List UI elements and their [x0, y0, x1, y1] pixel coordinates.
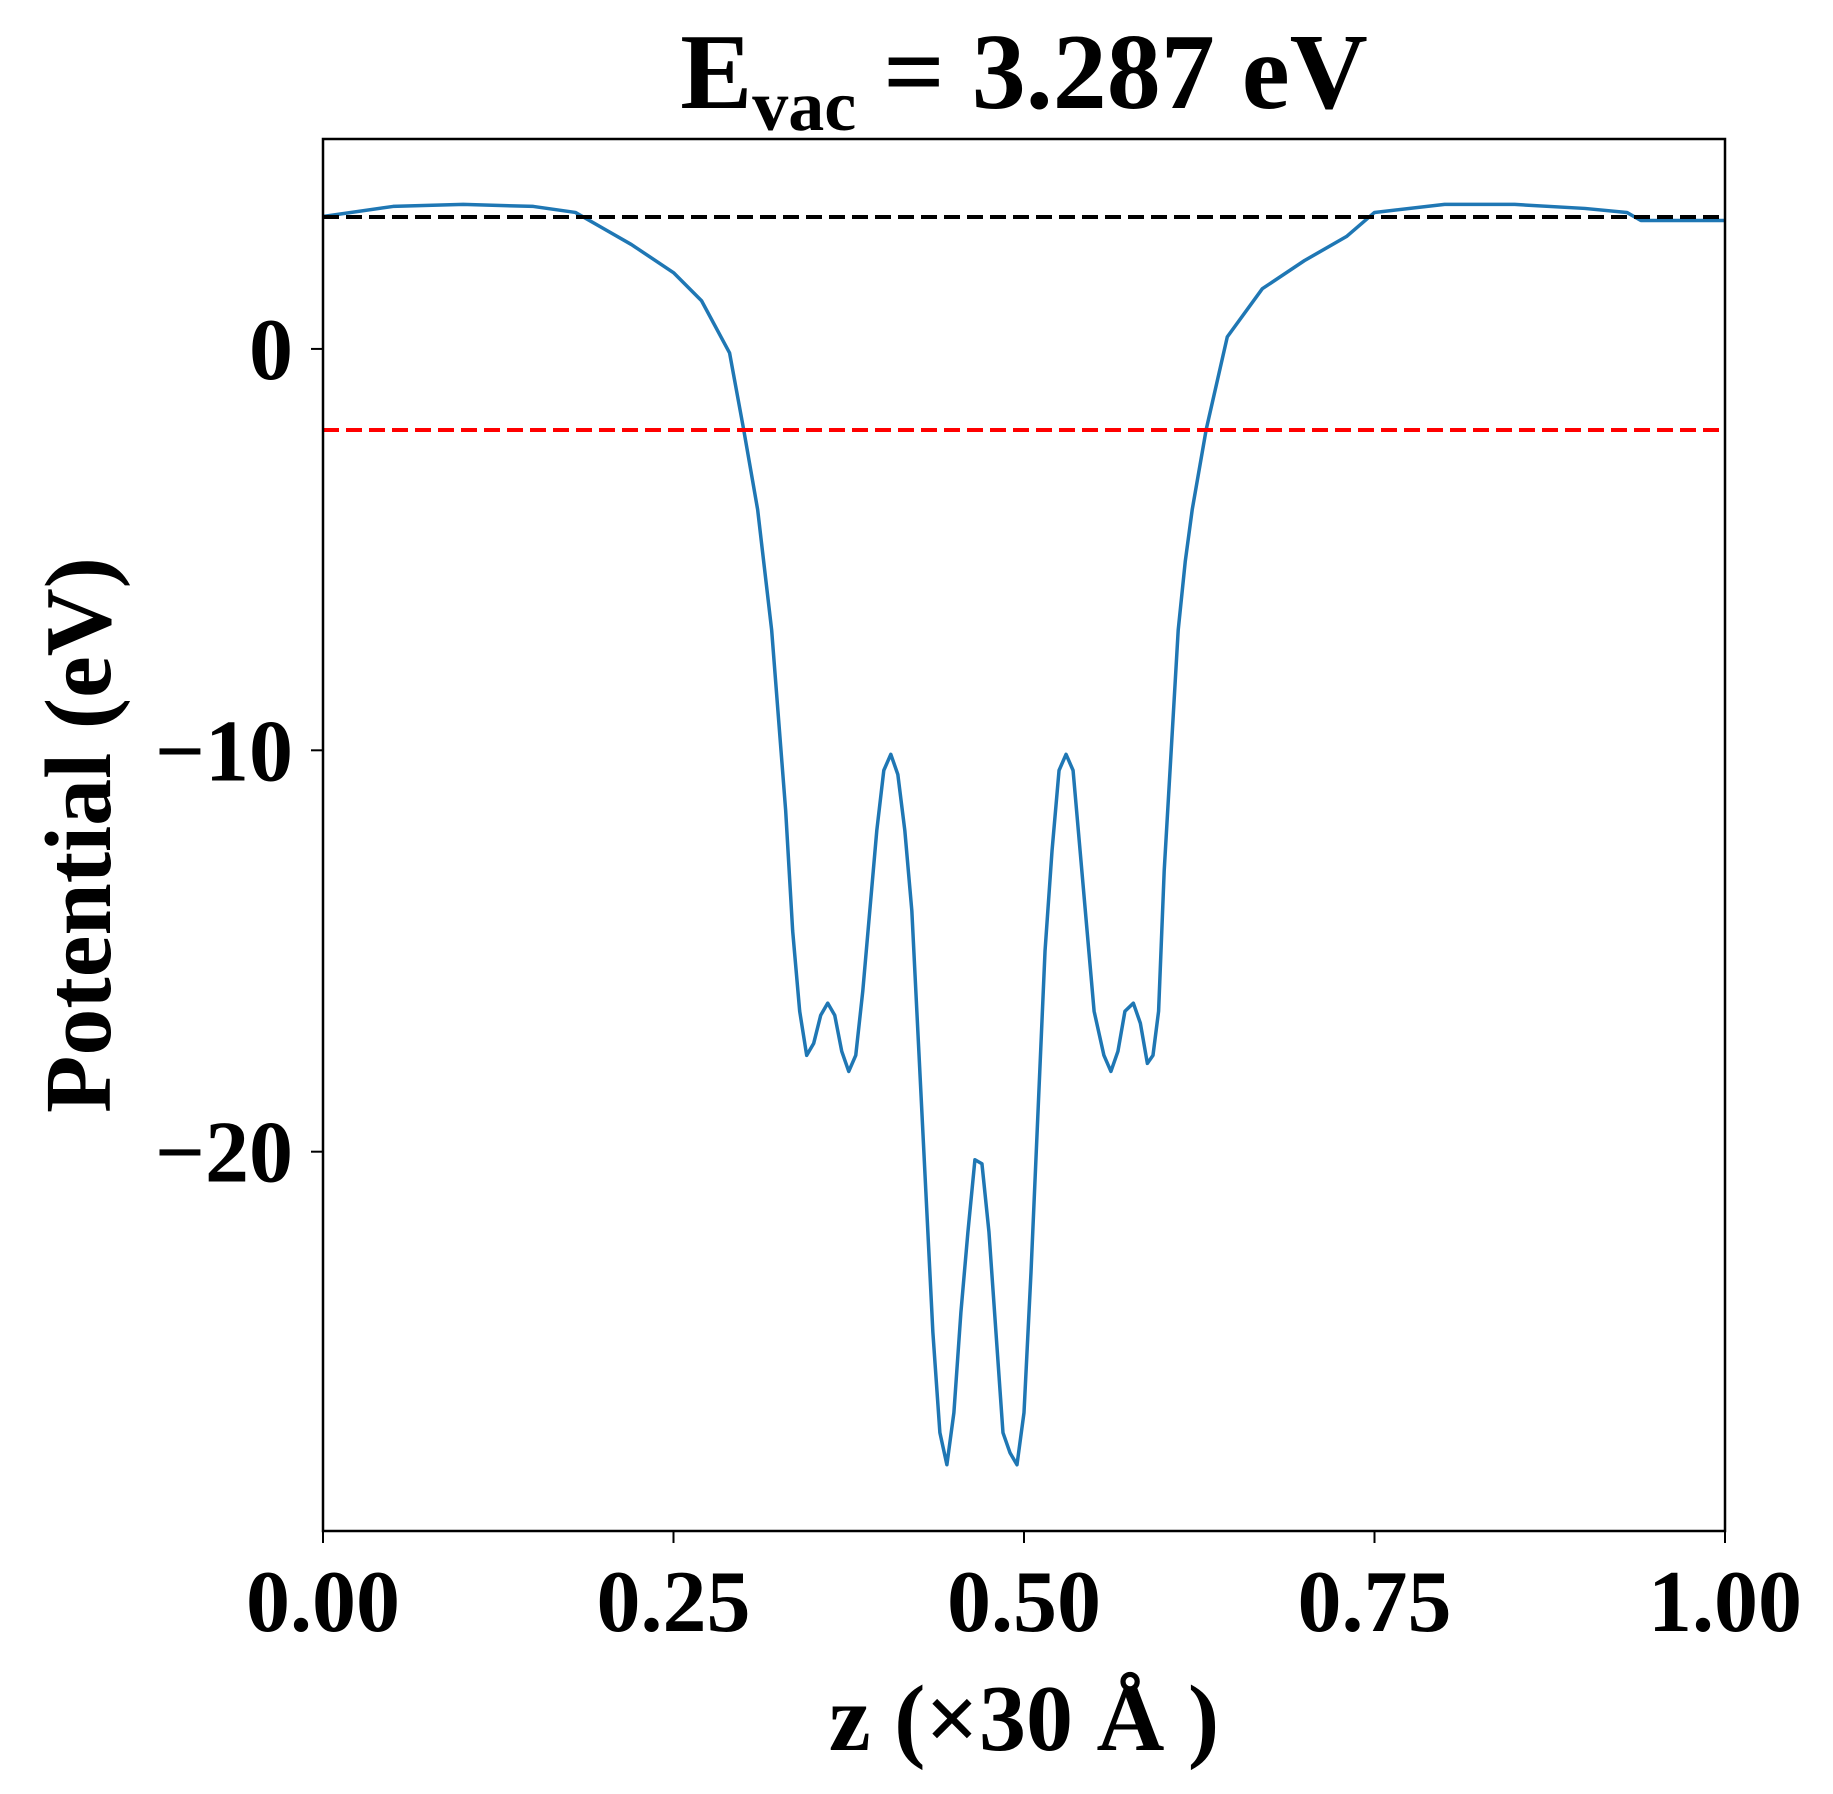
- x-tick-label: 0.25: [597, 1554, 751, 1651]
- data-line: [322, 202, 1725, 1467]
- y-tick-label: −10: [155, 703, 293, 800]
- x-tick-label: 0.75: [1298, 1554, 1452, 1651]
- chart-title: Evac = 3.287 eV: [680, 13, 1368, 146]
- title-main: E: [680, 13, 752, 132]
- x-tick-label: 0.00: [246, 1554, 400, 1651]
- plot-frame: [321, 137, 1727, 1533]
- x-axis-label: z (×30 Å ): [829, 1667, 1219, 1771]
- title-rest: = 3.287 eV: [856, 13, 1367, 132]
- title-sub: vac: [752, 66, 856, 146]
- x-tick-label: 1.00: [1648, 1554, 1802, 1651]
- y-tick-label: −20: [155, 1105, 293, 1202]
- y-axis-label: Potential (eV): [27, 557, 131, 1113]
- y-tick-label: 0: [249, 302, 293, 399]
- x-tick-label: 0.50: [947, 1554, 1101, 1651]
